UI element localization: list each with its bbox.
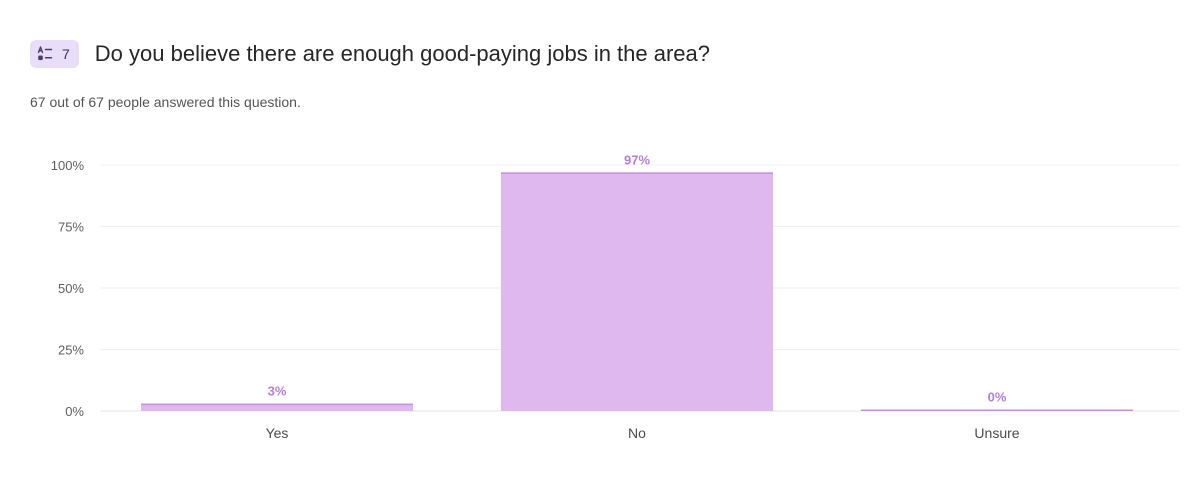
y-tick-label: 75% xyxy=(58,220,84,235)
y-tick-label: 25% xyxy=(58,343,84,358)
data-label: 3% xyxy=(268,384,287,399)
question-type-badge: 7 xyxy=(30,40,79,68)
x-axis-categories: Yes No Unsure xyxy=(266,425,1020,441)
x-category-label: Yes xyxy=(266,425,289,441)
bar-yes[interactable] xyxy=(141,403,413,411)
question-title: Do you believe there are enough good-pay… xyxy=(94,41,711,66)
y-axis-ticks: 0% 25% 50% 75% 100% xyxy=(51,158,85,419)
y-tick-label: 0% xyxy=(65,404,84,419)
bars xyxy=(141,172,1133,411)
question-number: 7 xyxy=(62,46,70,62)
y-tick-label: 50% xyxy=(58,281,84,296)
data-labels: 3% 97% 0% xyxy=(268,152,1007,404)
x-category-label: Unsure xyxy=(974,425,1019,441)
data-label: 97% xyxy=(624,152,650,167)
y-tick-label: 100% xyxy=(51,158,85,173)
x-category-label: No xyxy=(628,425,646,441)
multiple-choice-icon xyxy=(37,46,53,61)
response-summary: 67 out of 67 people answered this questi… xyxy=(30,94,301,110)
question-header: 7 Do you believe there are enough good-p… xyxy=(30,38,710,70)
data-label: 0% xyxy=(988,390,1007,405)
bar-no[interactable] xyxy=(501,172,773,411)
